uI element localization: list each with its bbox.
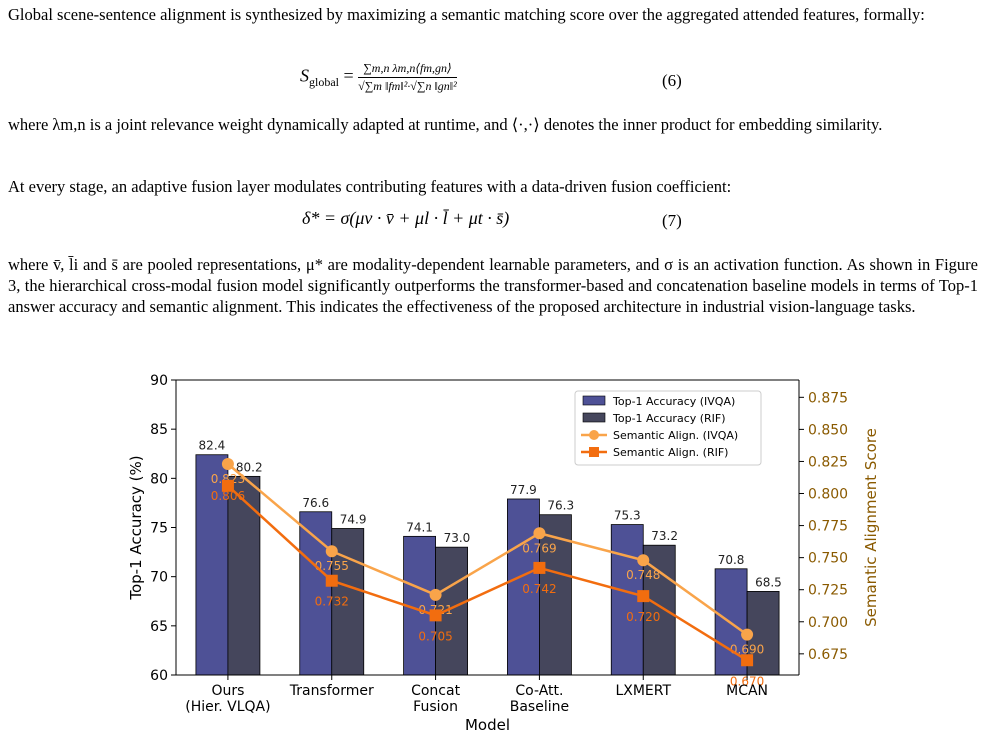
equation-6: Sglobal = ∑m,n λm,n⟨fm,gn⟩ √∑m ‖fm‖²·√∑n… — [300, 61, 682, 94]
x-tick-label-4-0: LXMERT — [615, 683, 671, 699]
bar-label-0-1: 76.6 — [302, 496, 329, 510]
point-label-0-1: 0.755 — [315, 559, 349, 573]
eq6-number: (6) — [662, 71, 682, 90]
x-tick-label-3-0: Co-Att. — [515, 683, 563, 699]
y2-tick-label-0.725: 0.725 — [808, 583, 848, 599]
point-label-1-0: 0.806 — [211, 489, 245, 503]
point-1-2 — [429, 609, 442, 622]
legend-label-1: Top-1 Accuracy (RIF) — [612, 412, 726, 425]
bar-label-1-2: 73.0 — [444, 531, 471, 545]
y2-tick-label-0.850: 0.850 — [808, 422, 848, 438]
legend-swatch-1 — [582, 412, 606, 423]
x-tick-label-2-0: Concat — [411, 683, 460, 699]
point-1-0 — [221, 479, 234, 492]
eq7-expression: δ* = σ(μv · v̄ + μl · l̄ + μt · s̄) — [302, 208, 510, 228]
bar-label-0-2: 74.1 — [406, 520, 433, 534]
x-tick-label-1-0: Transformer — [289, 683, 374, 699]
bar-0-3 — [507, 498, 540, 676]
point-label-0-5: 0.690 — [730, 643, 764, 657]
point-1-4 — [637, 590, 650, 603]
equation-7: δ* = σ(μv · v̄ + μl · l̄ + μt · s̄) (7) — [0, 206, 985, 246]
point-0-0 — [221, 458, 234, 471]
paragraph-1: Global scene-sentence alignment is synth… — [8, 5, 925, 24]
eq6-fraction: ∑m,n λm,n⟨fm,gn⟩ √∑m ‖fm‖²·√∑n ‖gn‖² — [358, 61, 457, 94]
y2-tick-label-0.675: 0.675 — [808, 647, 848, 663]
y-tick-label-70: 70 — [150, 570, 168, 586]
point-1-1 — [325, 574, 338, 587]
point-label-1-2: 0.705 — [418, 629, 452, 643]
y2-tick-label-0.700: 0.700 — [808, 615, 848, 631]
point-0-3 — [533, 527, 546, 540]
bar-label-0-5: 70.8 — [718, 553, 745, 567]
point-label-1-3: 0.742 — [522, 582, 556, 596]
series-line-0 — [227, 463, 748, 636]
y2-axis-title: Semantic Alignment Score — [862, 428, 880, 627]
y2-tick-label-0.875: 0.875 — [808, 390, 848, 406]
legend-marker-3 — [589, 447, 599, 457]
legend-label-0: Top-1 Accuracy (IVQA) — [612, 395, 735, 408]
x-tick-label-0-1: (Hier. VLQA) — [185, 699, 270, 715]
legend-swatch-0 — [582, 395, 606, 406]
y-tick-label-75: 75 — [150, 521, 168, 537]
x-tick-label-5-0: MCAN — [726, 683, 768, 699]
point-label-0-3: 0.769 — [522, 541, 556, 555]
eq7-number: (7) — [662, 211, 682, 230]
legend-box — [574, 390, 762, 466]
point-0-4 — [637, 554, 650, 567]
point-label-1-4: 0.720 — [626, 610, 660, 624]
point-label-0-0: 0.823 — [211, 472, 245, 486]
bar-label-0-3: 77.9 — [510, 483, 537, 497]
y-axis-title: Top-1 Accuracy (%) — [127, 455, 145, 600]
bar-label-1-5: 68.5 — [755, 575, 782, 589]
y2-tick-label-0.825: 0.825 — [808, 454, 848, 470]
point-label-1-1: 0.732 — [315, 595, 349, 609]
point-0-2 — [429, 588, 442, 601]
legend-label-3: Semantic Align. (RIF) — [613, 446, 728, 459]
paragraph-4: where v̄, l̄i and s̄ are pooled represen… — [8, 255, 978, 316]
eq6-denominator: √∑m ‖fm‖²·√∑n ‖gn‖² — [358, 79, 457, 93]
bar-label-0-4: 75.3 — [614, 509, 641, 523]
point-label-1-5: 0.670 — [730, 674, 764, 688]
legend-label-2: Semantic Align. (IVQA) — [613, 429, 738, 442]
x-axis-title: Model — [465, 716, 510, 734]
y-tick-label-90: 90 — [150, 373, 168, 389]
y-tick-label-80: 80 — [150, 471, 168, 487]
y2-tick-label-0.800: 0.800 — [808, 487, 848, 503]
y2-tick-label-0.750: 0.750 — [808, 551, 848, 567]
point-0-5 — [741, 628, 754, 641]
point-label-0-4: 0.748 — [626, 568, 660, 582]
y-tick-label-85: 85 — [150, 422, 168, 438]
bar-label-1-0: 80.2 — [236, 460, 263, 474]
bar-label-1-1: 74.9 — [340, 512, 367, 526]
x-tick-label-3-1: Baseline — [510, 699, 569, 715]
bar-label-1-4: 73.2 — [651, 529, 678, 543]
y-tick-label-60: 60 — [150, 668, 168, 684]
paragraph-3: At every stage, an adaptive fusion layer… — [8, 177, 732, 196]
eq6-lhs: S — [300, 65, 309, 86]
bar-1-0 — [227, 475, 261, 676]
bar-label-0-0: 82.4 — [199, 439, 226, 453]
legend-marker-2 — [589, 430, 599, 440]
point-1-5 — [741, 654, 754, 667]
eq6-lhs-sub: global — [309, 75, 339, 90]
point-1-3 — [533, 561, 546, 574]
paragraph-2: where λm,n is a joint relevance weight d… — [8, 115, 883, 134]
eq6-numerator: ∑m,n λm,n⟨fm,gn⟩ — [358, 61, 457, 78]
series-line-1 — [227, 484, 748, 662]
x-tick-label-2-1: Fusion — [413, 699, 458, 715]
point-0-1 — [325, 545, 338, 558]
y-tick-label-65: 65 — [150, 619, 168, 635]
figure-3-chart: 82.4 76.6 74.1 77.9 75.3 70.8 80.2 74.9 73.0 76.3… — [127, 373, 880, 734]
bar-label-1-3: 76.3 — [547, 499, 574, 513]
y2-tick-label-0.775: 0.775 — [808, 519, 848, 535]
x-tick-label-0-0: Ours — [211, 683, 244, 699]
